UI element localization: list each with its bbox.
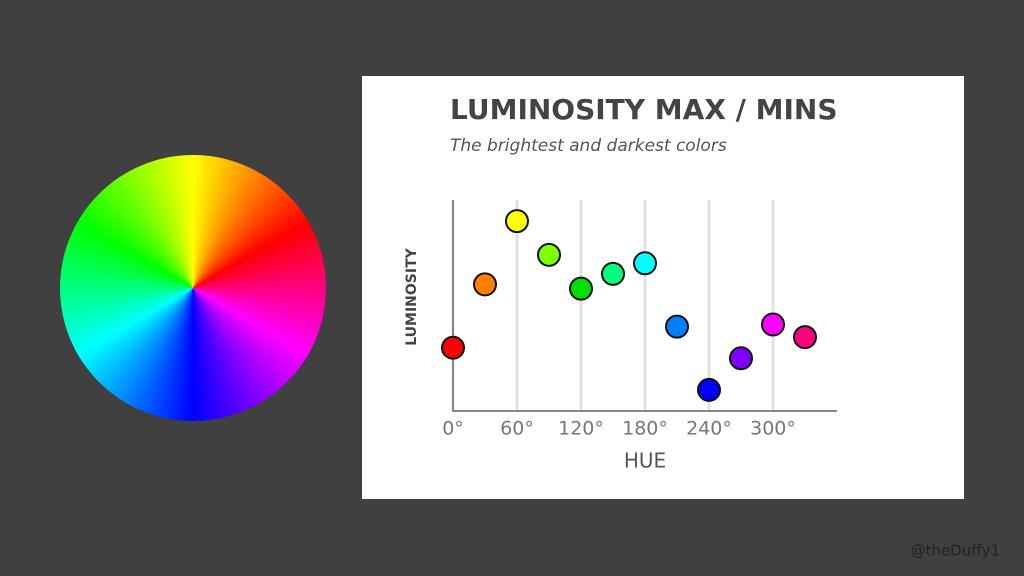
point bbox=[473, 272, 497, 297]
card bbox=[362, 76, 964, 499]
point bbox=[537, 242, 561, 267]
x-tick-label: 300° bbox=[750, 418, 796, 440]
chart-subtitle: The brightest and darkest colors bbox=[450, 136, 727, 156]
color-wheel bbox=[60, 155, 326, 421]
point bbox=[793, 325, 817, 350]
point bbox=[601, 261, 625, 286]
x-tick-label: 180° bbox=[622, 418, 668, 440]
x-tick-label: 240° bbox=[686, 418, 732, 440]
x-axis-label: HUE bbox=[624, 449, 666, 473]
point bbox=[729, 346, 753, 371]
point bbox=[665, 314, 689, 339]
x-tick-label: 0° bbox=[442, 418, 464, 440]
y-axis-label: LUMINOSITY bbox=[404, 247, 420, 345]
watermark: @theDuffy1 bbox=[911, 542, 1000, 560]
x-tick-label: 60° bbox=[500, 418, 534, 440]
chart-title: LUMINOSITY MAX / MINS bbox=[450, 93, 838, 126]
x-tick-label: 120° bbox=[558, 418, 604, 440]
point bbox=[633, 251, 657, 276]
point bbox=[569, 276, 593, 301]
point bbox=[697, 377, 721, 402]
point bbox=[441, 335, 465, 360]
point bbox=[505, 209, 529, 234]
point bbox=[761, 312, 785, 337]
